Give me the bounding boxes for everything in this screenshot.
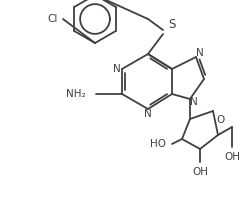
Text: OH: OH: [224, 152, 240, 162]
Text: OH: OH: [192, 167, 208, 177]
Text: S: S: [168, 18, 175, 31]
Text: O: O: [216, 115, 225, 125]
Text: N: N: [113, 64, 121, 74]
Text: N: N: [144, 109, 152, 119]
Text: N: N: [196, 48, 204, 58]
Text: Cl: Cl: [48, 14, 58, 24]
Text: NH₂: NH₂: [66, 89, 86, 99]
Text: HO: HO: [150, 139, 166, 149]
Text: N: N: [190, 97, 198, 107]
